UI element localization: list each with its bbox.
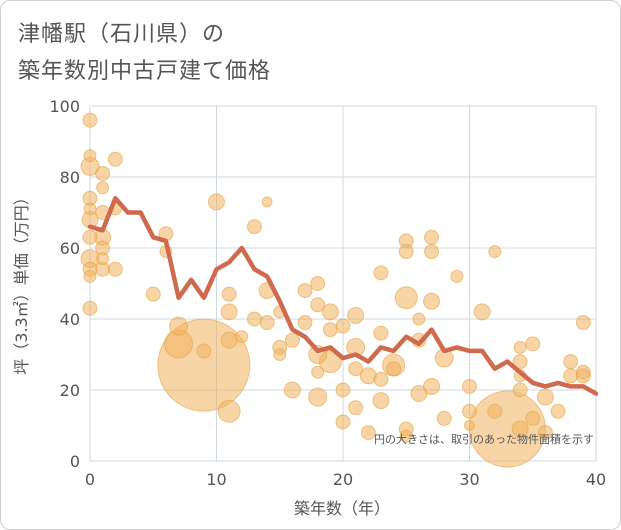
bubble-point (563, 354, 579, 370)
bubble-point (512, 354, 528, 370)
bubble-point (373, 371, 389, 387)
bubble-point (310, 297, 326, 313)
bubble-point (297, 283, 313, 299)
bubble-point (246, 311, 262, 327)
bubble-point (335, 414, 351, 430)
bubble-point (462, 378, 477, 394)
y-tick-label: 40 (60, 310, 80, 329)
tick-labels: 0 20 40 60 80 100 0 10 20 30 40 (49, 97, 606, 489)
bubble-point (399, 429, 413, 443)
bubble-point (468, 390, 546, 468)
bubble-point (348, 400, 364, 416)
x-tick-label: 10 (206, 470, 226, 489)
x-tick-label: 20 (333, 470, 353, 489)
bubble-point (511, 420, 529, 438)
bubble-point (488, 245, 502, 259)
bubble-point (273, 348, 287, 361)
bubble-point (220, 303, 238, 321)
bubble-point (284, 332, 300, 348)
bubble-point (321, 303, 339, 321)
bubble-point (235, 330, 249, 344)
bubble-point (82, 300, 98, 316)
bubble-point (220, 331, 238, 349)
bubble-point (259, 315, 275, 331)
bubble-point (83, 202, 97, 216)
bubble-point (217, 399, 241, 423)
bubble-point (308, 387, 328, 407)
bubble-point (221, 286, 237, 302)
bubble-point (373, 265, 389, 281)
y-tick-label: 0 (70, 452, 80, 471)
bubble-point (82, 229, 98, 245)
bubble-point (348, 361, 364, 377)
bubble-point (372, 392, 390, 410)
bubble-point (335, 318, 351, 334)
bubble-point (423, 377, 441, 395)
bubble-point (335, 382, 351, 398)
bubble-point (412, 312, 426, 326)
bubble-point (246, 219, 262, 235)
x-axis-title: 築年数（年） (294, 499, 390, 518)
bubble-point (96, 252, 110, 266)
x-tick-label: 30 (459, 470, 479, 489)
bubble-point (525, 336, 541, 352)
bubble-point (537, 425, 553, 441)
bubble-size-note: 円の大きさは、取引のあった物件面積を示す (374, 432, 594, 446)
x-tick-label: 0 (85, 470, 95, 489)
bubble-point (95, 165, 111, 181)
bubble-point (297, 315, 313, 331)
bubble-point (436, 410, 452, 426)
bubble-point (473, 303, 491, 321)
chart-title-line-2: 築年数別中古戸建て価格 (18, 59, 272, 84)
bubble-point (575, 315, 591, 331)
y-axis-title: 坪（3.3㎡）単価（万円） (12, 189, 31, 374)
bubble-point (373, 325, 389, 341)
bubble-point (394, 286, 418, 310)
average-line-layer (87, 196, 599, 396)
bubble-point (536, 388, 554, 406)
bubble-point (322, 322, 338, 338)
bubble-point (347, 306, 365, 324)
x-tick-label: 40 (586, 470, 606, 489)
chart-title-line-1: 津幡駅（石川県）の (18, 22, 226, 47)
bubble-point (462, 403, 477, 419)
bubble-point (360, 425, 376, 441)
bubble-layer (80, 112, 591, 468)
bubble-point (96, 181, 110, 195)
bubble-point (450, 269, 464, 283)
bubble-point (423, 292, 441, 310)
bubble-point (283, 381, 301, 399)
y-tick-label: 100 (49, 97, 80, 116)
bubble-point (107, 261, 123, 277)
y-tick-label: 80 (60, 168, 80, 187)
bubble-point (512, 382, 528, 398)
bubble-point (169, 316, 189, 336)
bubble-point (82, 112, 98, 128)
bubble-point (513, 340, 527, 354)
y-tick-label: 20 (60, 381, 80, 400)
bubble-point (145, 286, 161, 302)
bubble-point (83, 149, 97, 163)
bubble-point (311, 365, 325, 379)
bubble-point (107, 151, 123, 167)
bubble-point (550, 403, 566, 419)
bubble-point (208, 193, 225, 211)
bubble-point (575, 368, 591, 384)
bubble-point (487, 403, 503, 419)
bubble-point (398, 244, 414, 260)
bubble-point (424, 229, 440, 245)
bubble-point (386, 361, 402, 377)
bubble-point (424, 244, 440, 260)
bubble-point (464, 420, 475, 431)
y-tick-label: 60 (60, 239, 80, 258)
bubble-point (83, 269, 97, 283)
bubble-point (563, 368, 579, 384)
bubble-point (525, 410, 541, 426)
bubble-point (310, 276, 326, 291)
bubble-point (261, 196, 273, 208)
bubble-point (196, 343, 212, 359)
average-price-line (87, 196, 599, 396)
